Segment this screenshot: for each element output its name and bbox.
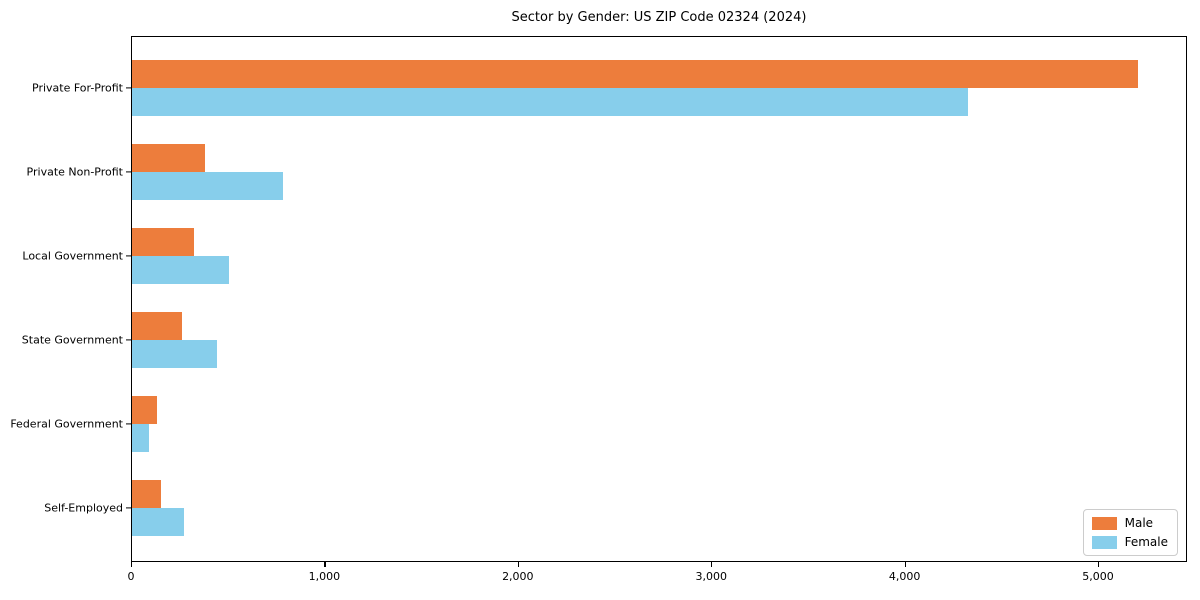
y-tick-label-private-for-profit: Private For-Profit xyxy=(32,81,123,95)
bar-female-state-government xyxy=(132,340,218,368)
legend-swatch-male xyxy=(1091,516,1117,530)
legend-label-female: Female xyxy=(1124,535,1168,549)
y-tick-label-private-non-profit: Private Non-Profit xyxy=(26,165,123,179)
x-tick-label-0: 0 xyxy=(127,570,135,583)
legend-label-male: Male xyxy=(1124,516,1154,530)
bar-male-state-government xyxy=(132,312,183,340)
bar-group-self-employed xyxy=(132,480,1186,536)
x-tickmark-2000 xyxy=(517,562,519,567)
x-tick-label-3000: 3,000 xyxy=(695,570,727,583)
bar-male-local-government xyxy=(132,228,194,256)
bar-female-local-government xyxy=(132,256,229,284)
x-tick-label-5000: 5,000 xyxy=(1082,570,1114,583)
y-tick-label-state-government: State Government xyxy=(21,333,123,347)
y-tickmark-private-non-profit xyxy=(126,171,131,173)
y-tick-label-federal-government: Federal Government xyxy=(10,417,123,431)
bar-group-state-government xyxy=(132,312,1186,368)
legend-item-male: Male xyxy=(1091,516,1168,530)
legend-item-female: Female xyxy=(1091,535,1168,549)
bar-group-federal-government xyxy=(132,396,1186,452)
y-tickmark-self-employed xyxy=(126,507,131,509)
plot-area xyxy=(131,36,1187,562)
bar-female-federal-government xyxy=(132,424,150,452)
legend-swatch-female xyxy=(1091,535,1117,549)
y-tick-label-local-government: Local Government xyxy=(22,249,123,263)
bar-male-federal-government xyxy=(132,396,158,424)
y-tick-label-self-employed: Self-Employed xyxy=(44,501,123,515)
x-tick-label-2000: 2,000 xyxy=(502,570,534,583)
x-tick-label-1000: 1,000 xyxy=(308,570,341,583)
x-tickmark-5000 xyxy=(1098,562,1100,567)
bar-female-private-for-profit xyxy=(132,88,968,116)
chart-title: Sector by Gender: US ZIP Code 02324 (202… xyxy=(511,10,807,25)
y-tickmark-private-for-profit xyxy=(126,87,131,89)
x-tickmark-3000 xyxy=(711,562,713,567)
bar-group-private-non-profit xyxy=(132,144,1186,200)
bar-female-self-employed xyxy=(132,508,185,536)
x-tick-label-4000: 4,000 xyxy=(888,570,921,583)
y-tickmark-state-government xyxy=(126,339,131,341)
bar-female-private-non-profit xyxy=(132,172,283,200)
bar-male-self-employed xyxy=(132,480,161,508)
x-tickmark-4000 xyxy=(904,562,906,567)
y-tickmark-federal-government xyxy=(126,423,131,425)
bar-group-private-for-profit xyxy=(132,60,1186,116)
x-tickmark-1000 xyxy=(324,562,326,567)
bar-male-private-for-profit xyxy=(132,60,1138,88)
legend: Male Female xyxy=(1082,509,1178,556)
y-tickmark-local-government xyxy=(126,255,131,257)
x-tickmark-0 xyxy=(131,562,133,567)
bar-group-local-government xyxy=(132,228,1186,284)
bar-male-private-non-profit xyxy=(132,144,206,172)
